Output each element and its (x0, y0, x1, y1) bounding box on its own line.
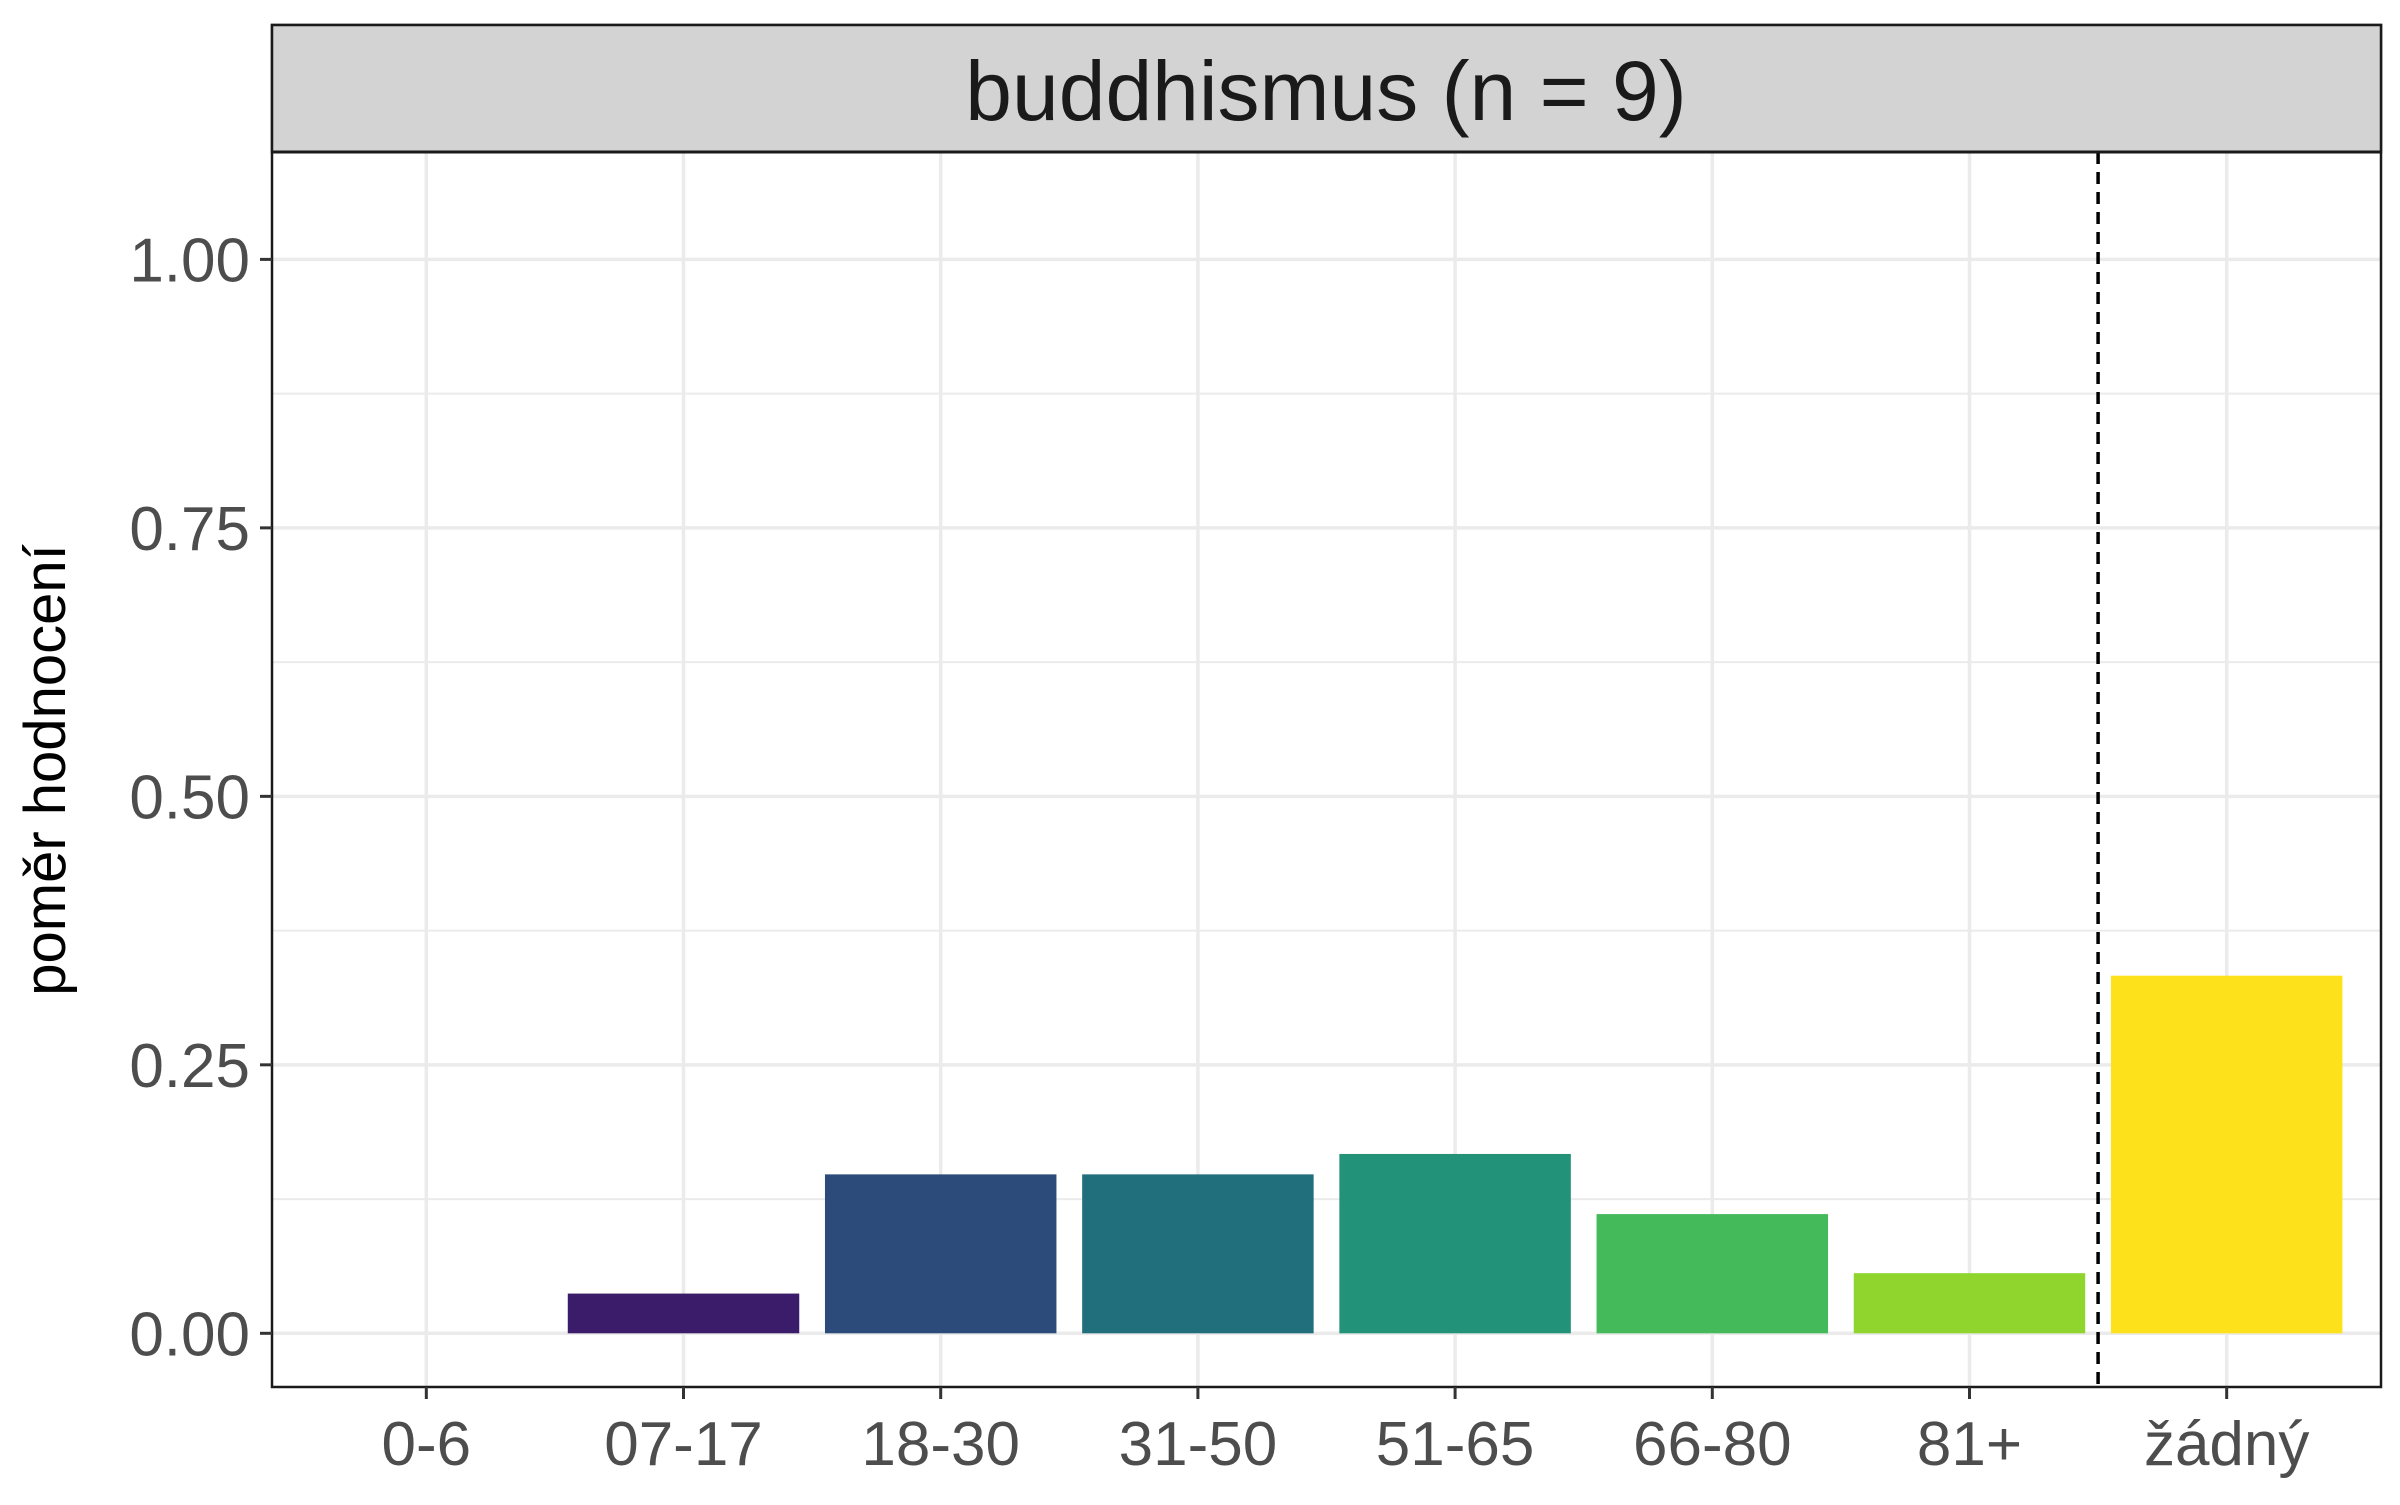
y-tick-label: 1.00 (129, 226, 250, 295)
y-axis-label: poměr hodnocení (13, 544, 78, 995)
plot-panel (272, 152, 2381, 1387)
y-tick-label: 0.50 (129, 763, 250, 832)
bar-31-50 (1082, 1174, 1314, 1334)
facet-title: buddhismus (n = 9) (965, 44, 1686, 138)
facet-strip (270, 23, 2383, 154)
x-tick-label: 51-65 (1376, 1410, 1535, 1479)
bar-81+ (1853, 1273, 2086, 1334)
y-tick-label: 0.25 (129, 1032, 250, 1101)
bar-66-80 (1596, 1214, 1829, 1334)
axis-ticks: 0.00 0.25 0.50 0.75 1.00 0-6 07-17 18-30 31-50 51… (129, 226, 2309, 1479)
bar-18-30 (824, 1174, 1057, 1334)
x-tick-label: 31-50 (1119, 1410, 1278, 1479)
x-tick-label: 81+ (1917, 1410, 2022, 1479)
y-tick-label: 0.00 (129, 1300, 250, 1369)
bar-07-17 (567, 1293, 800, 1334)
x-tick-label: 18-30 (861, 1410, 1020, 1479)
bars (567, 975, 2343, 1334)
bar-51-65 (1339, 1153, 1571, 1334)
x-tick-label: 0-6 (382, 1410, 472, 1479)
y-tick-label: 0.75 (129, 495, 250, 564)
x-tick-label: 07-17 (604, 1410, 763, 1479)
x-tick-label: 66-80 (1633, 1410, 1792, 1479)
x-tick-label: žádný (2144, 1410, 2309, 1479)
bar-žádný (2110, 975, 2343, 1334)
